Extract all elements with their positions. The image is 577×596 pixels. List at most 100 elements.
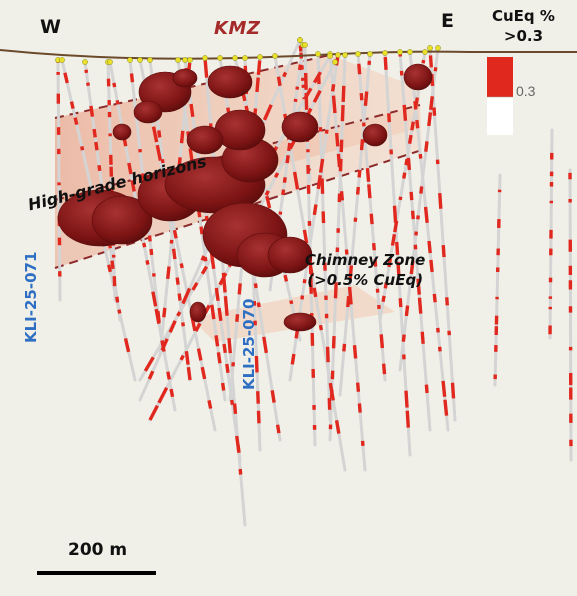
assay-interval xyxy=(387,113,391,123)
collar-marker xyxy=(397,49,403,55)
assay-interval xyxy=(410,210,415,220)
assay-interval xyxy=(357,403,362,413)
hole-label-kli-25-071: KLI-25-071 xyxy=(22,251,40,343)
assay-interval xyxy=(255,77,260,93)
assay-interval xyxy=(441,380,447,397)
assay-interval xyxy=(256,60,262,75)
assay-interval xyxy=(427,240,432,254)
assay-interval xyxy=(115,99,120,105)
assay-interval xyxy=(145,260,150,265)
assay-interval xyxy=(235,314,240,322)
assay-interval xyxy=(151,291,158,307)
assay-interval xyxy=(142,242,147,248)
collar-marker xyxy=(175,57,181,63)
assay-interval xyxy=(196,348,203,361)
assay-interval xyxy=(181,287,192,305)
assay-interval xyxy=(225,363,230,374)
assay-interval xyxy=(203,256,208,262)
assay-interval xyxy=(390,233,397,246)
assay-interval xyxy=(387,258,393,268)
chimney-zone-title: Chimney Zone xyxy=(305,251,426,269)
collar-marker xyxy=(257,54,263,60)
assay-interval xyxy=(172,229,178,239)
assay-interval xyxy=(92,128,97,138)
assay-interval xyxy=(290,353,296,365)
assay-interval xyxy=(223,296,229,316)
assay-interval xyxy=(147,235,152,242)
assay-interval xyxy=(402,104,408,121)
collar-marker xyxy=(272,53,278,59)
assay-interval xyxy=(421,59,426,64)
assay-interval xyxy=(402,172,407,179)
assay-interval xyxy=(168,320,177,334)
scale-bar-label: 200 m xyxy=(68,540,128,560)
assay-interval xyxy=(157,130,162,138)
assay-interval xyxy=(424,384,429,394)
collar-marker xyxy=(59,57,65,63)
assay-interval xyxy=(300,295,305,300)
assay-interval xyxy=(166,371,171,380)
assay-interval xyxy=(147,370,155,380)
assay-interval xyxy=(312,287,318,298)
assay-interval xyxy=(316,175,322,190)
drill-hole-trace xyxy=(568,168,573,462)
chimney-zone-label: Chimney Zone (>0.5% CuEq) xyxy=(305,250,425,290)
collar-marker xyxy=(315,51,321,57)
collar-marker xyxy=(232,55,238,61)
assay-interval xyxy=(200,265,208,275)
chimney-zone-grade: (>0.5% CuEq) xyxy=(307,271,424,289)
assay-interval xyxy=(312,89,322,103)
assay-interval xyxy=(200,255,206,262)
assay-interval xyxy=(297,64,303,71)
assay-interval xyxy=(359,92,364,101)
assay-interval xyxy=(373,259,378,267)
assay-interval xyxy=(288,139,296,150)
assay-interval xyxy=(407,134,413,144)
assay-interval xyxy=(237,283,242,295)
assay-interval xyxy=(401,334,406,342)
assay-interval xyxy=(194,322,202,332)
assay-interval xyxy=(396,261,401,276)
zone-label: KMZ xyxy=(214,18,261,39)
assay-interval xyxy=(226,107,231,113)
collar-marker xyxy=(422,49,428,55)
assay-interval xyxy=(340,104,345,122)
assay-interval xyxy=(367,184,372,199)
assay-interval xyxy=(123,338,131,353)
collar-marker xyxy=(202,55,208,61)
collar-marker xyxy=(382,50,388,56)
assay-interval xyxy=(318,158,325,173)
assay-interval xyxy=(405,410,410,428)
assay-interval xyxy=(369,213,374,225)
assay-interval xyxy=(148,404,159,421)
assay-interval xyxy=(423,206,429,224)
east-label: E xyxy=(441,10,454,32)
collar-marker xyxy=(107,59,113,65)
assay-interval xyxy=(200,366,207,380)
collar-marker xyxy=(355,51,361,57)
assay-interval xyxy=(404,305,410,317)
assay-interval xyxy=(143,356,155,372)
assay-interval xyxy=(363,91,369,106)
assay-interval xyxy=(312,71,322,84)
assay-interval xyxy=(262,336,268,354)
assay-interval xyxy=(346,295,351,308)
collar-marker xyxy=(242,55,248,61)
assay-interval xyxy=(210,304,216,320)
assay-interval xyxy=(107,264,112,273)
assay-interval xyxy=(392,205,398,223)
assay-interval xyxy=(409,191,414,201)
assay-interval xyxy=(253,283,258,289)
drill-hole-trace xyxy=(378,50,427,322)
assay-interval xyxy=(428,55,433,68)
legend-title: CuEq % >0.3 xyxy=(492,6,555,46)
collar-marker xyxy=(217,55,223,61)
assay-interval xyxy=(176,311,182,317)
assay-interval xyxy=(254,355,259,373)
assay-interval xyxy=(156,310,161,323)
collar-marker xyxy=(427,45,433,51)
assay-interval xyxy=(204,215,209,222)
assay-interval xyxy=(417,297,423,314)
collar-marker xyxy=(342,52,348,58)
assay-interval xyxy=(130,180,136,192)
